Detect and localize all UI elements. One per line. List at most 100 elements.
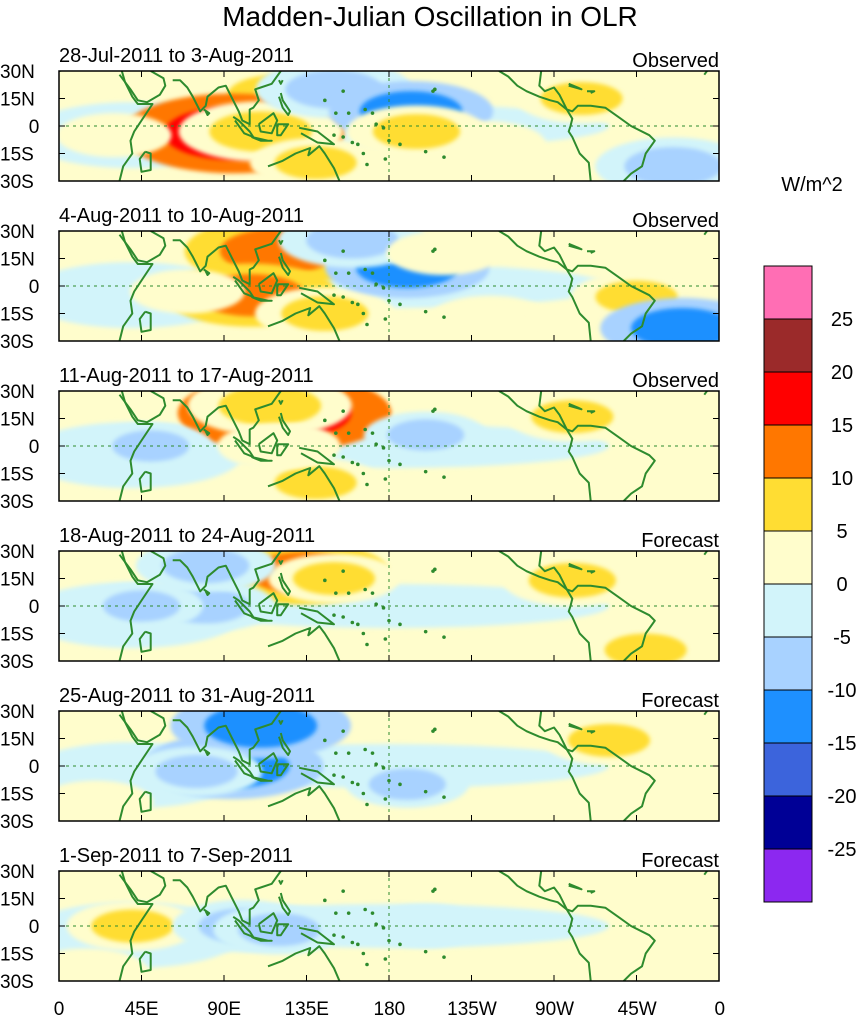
island	[431, 249, 435, 253]
panel-period-label: 18-Aug-2011 to 24-Aug-2011	[59, 525, 315, 547]
lat-tick-label: 30S	[0, 172, 34, 193]
island	[346, 751, 351, 755]
colorbar-swatch	[763, 477, 813, 532]
lat-tick-label: 30S	[0, 332, 34, 353]
island	[346, 591, 351, 595]
island	[374, 762, 378, 766]
island	[442, 635, 446, 639]
island	[350, 140, 355, 145]
coastline	[587, 890, 596, 894]
island	[381, 926, 386, 930]
island	[341, 729, 345, 733]
coastline	[278, 879, 284, 885]
lat-tick-label: 15N	[0, 410, 35, 431]
coastline	[538, 551, 656, 661]
olr-anomaly-area	[59, 788, 132, 818]
coastline	[59, 231, 154, 341]
coastline	[278, 92, 291, 116]
lat-tick-label: 30S	[0, 652, 34, 673]
island	[442, 955, 446, 959]
colorbar-swatch	[763, 265, 813, 320]
panel-kind-label: Forecast	[641, 850, 719, 872]
island	[350, 300, 355, 305]
island	[341, 409, 345, 413]
island	[398, 782, 402, 787]
coastline	[203, 588, 211, 596]
island	[323, 98, 327, 103]
panel-kind-label: Observed	[632, 210, 719, 232]
colorbar-swatch	[763, 583, 813, 638]
coastline	[232, 275, 255, 298]
island	[361, 791, 366, 796]
island	[383, 477, 388, 481]
coastlines	[59, 71, 719, 181]
island	[332, 133, 336, 137]
island	[387, 618, 391, 623]
island	[423, 149, 428, 154]
island	[332, 453, 336, 457]
island	[323, 578, 327, 583]
lat-tick-label: 30N	[0, 382, 35, 403]
colorbar-label: 0	[836, 574, 847, 596]
olr-anomaly-area	[151, 276, 224, 307]
island	[350, 940, 355, 945]
coastline	[251, 136, 273, 142]
coastline	[232, 755, 255, 778]
island	[370, 431, 375, 435]
lat-tick-label: 15N	[0, 90, 35, 111]
colorbar-label: -10	[828, 680, 857, 702]
olr-anomaly-area	[59, 956, 125, 981]
coastline	[276, 283, 290, 297]
coastline	[59, 551, 154, 661]
coastline	[203, 748, 211, 756]
island	[361, 631, 366, 636]
island	[350, 620, 355, 625]
lon-tick-label: 90E	[207, 999, 241, 1020]
panel-period-label: 1-Sep-2011 to 7-Sep-2011	[59, 845, 293, 867]
island	[361, 311, 366, 316]
coastline	[538, 231, 656, 341]
coastline	[587, 730, 596, 734]
coastline	[278, 252, 291, 276]
island	[370, 111, 375, 115]
island	[332, 773, 336, 777]
coastline	[278, 719, 284, 725]
olr-anomaly-area	[604, 633, 687, 661]
coastline	[138, 470, 152, 493]
coastline	[251, 456, 273, 462]
island	[381, 606, 386, 610]
coastline	[568, 722, 583, 731]
island	[423, 949, 428, 954]
panel-period-label: 25-Aug-2011 to 31-Aug-2011	[59, 685, 315, 707]
coastline	[257, 592, 279, 615]
island	[341, 889, 345, 893]
colorbar-label: -5	[833, 627, 851, 649]
island	[361, 951, 366, 956]
olr-anomaly-area	[274, 146, 357, 180]
coastline	[568, 82, 583, 91]
coastline	[138, 310, 152, 333]
coastline	[267, 145, 341, 181]
coastline	[59, 71, 154, 181]
island	[363, 107, 367, 112]
coastline	[232, 115, 255, 138]
island	[341, 135, 345, 139]
island	[341, 249, 345, 253]
island	[423, 309, 428, 314]
island	[442, 315, 446, 319]
island	[356, 942, 360, 947]
island	[350, 460, 355, 465]
coastline	[172, 711, 282, 766]
island	[323, 738, 327, 743]
coastline	[278, 892, 291, 916]
lat-tick-label: 0	[29, 917, 40, 938]
coastline	[203, 428, 211, 436]
coastline	[498, 871, 592, 981]
panel-kind-label: Observed	[632, 50, 719, 72]
panel-period-label: 11-Aug-2011 to 17-Aug-2011	[59, 365, 314, 387]
coastlines	[59, 231, 719, 341]
olr-anomaly-area	[631, 308, 719, 341]
coastline	[703, 871, 719, 876]
coastline	[232, 435, 255, 458]
coastline	[118, 711, 167, 744]
